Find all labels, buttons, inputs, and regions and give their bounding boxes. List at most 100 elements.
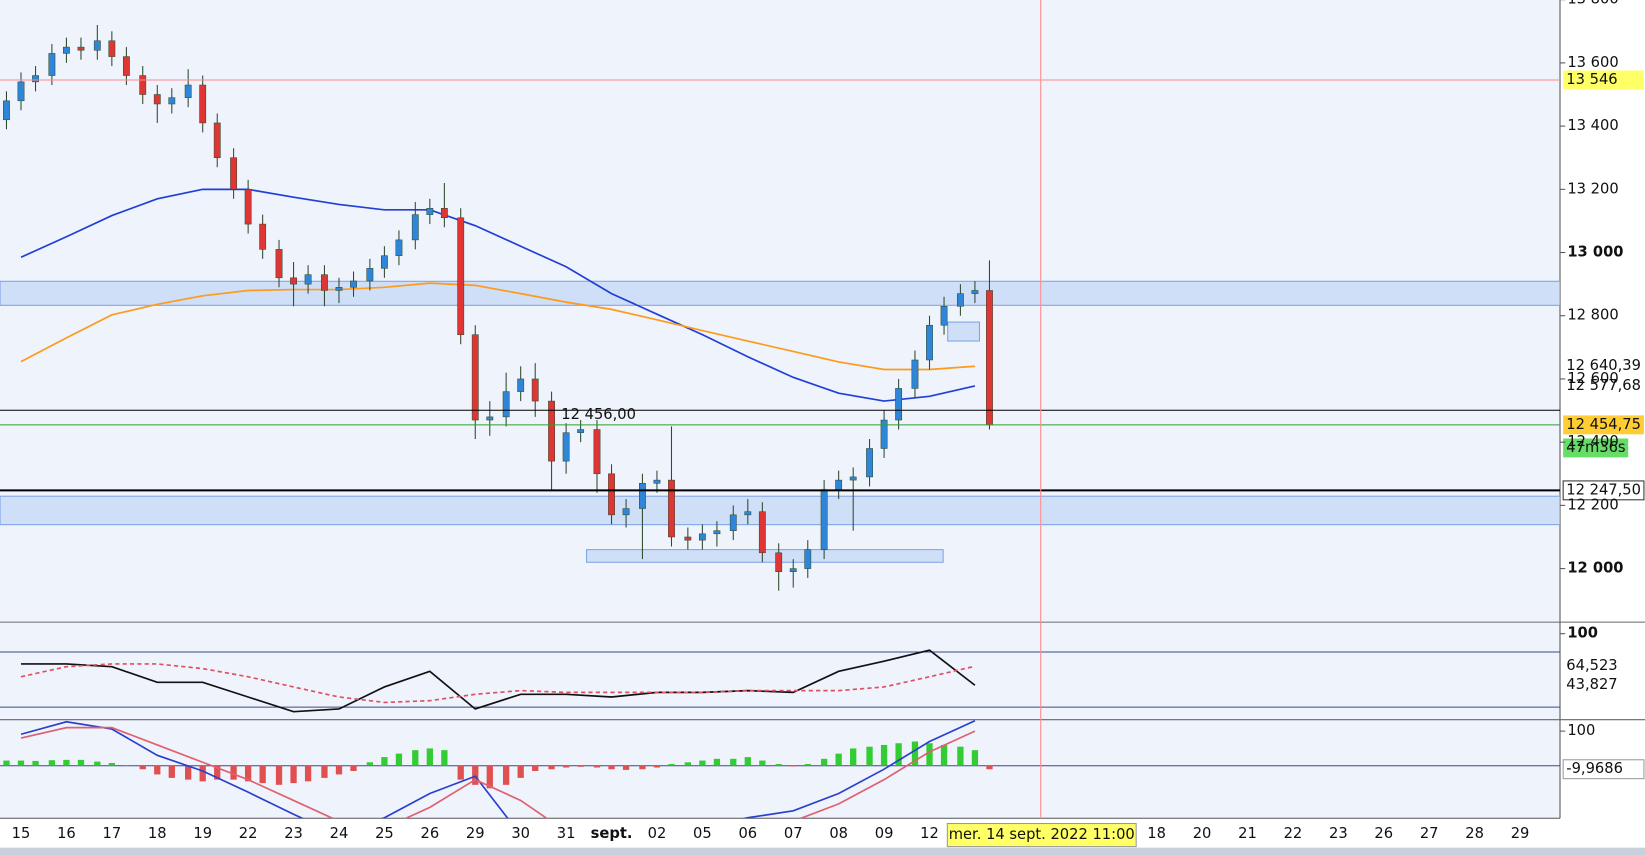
x-tick-label: 23 [284, 825, 303, 842]
candle-body [230, 157, 238, 190]
x-tick-label: 28 [1465, 825, 1484, 842]
candle-body [290, 277, 297, 285]
candle-body [698, 533, 706, 541]
x-tick-label: 09 [875, 825, 894, 842]
x-tick-label: 06 [738, 825, 757, 842]
histogram-bar [593, 765, 601, 768]
candle-body [880, 419, 888, 449]
histogram-bar [139, 765, 146, 770]
price-label-bg [1562, 759, 1645, 780]
overlay-value-label: 12 640,39 [1566, 357, 1641, 374]
candle-body [457, 217, 465, 335]
level-annotation: 12 456,00 [561, 406, 636, 423]
zone [0, 280, 1561, 306]
status-bar [0, 847, 1645, 855]
y-tick-label: 12 000 [1567, 560, 1623, 577]
histogram-bar [381, 757, 388, 766]
histogram-bar [77, 759, 85, 766]
candle-body [366, 268, 374, 282]
candle-body [321, 274, 328, 291]
candle-body [426, 208, 434, 215]
candle-body [502, 391, 510, 418]
overlay-value-label: 12 577,68 [1566, 377, 1641, 394]
histogram-bar [275, 765, 283, 785]
indicator-line [20, 188, 976, 402]
candle-body [668, 479, 675, 538]
histogram-bar [154, 765, 161, 775]
candle-body [411, 214, 419, 241]
histogram-bar [790, 765, 797, 767]
price-label: 12 247,50 [1566, 481, 1641, 498]
y-tick-label: 13 800 [1567, 0, 1618, 8]
candle-body [911, 359, 919, 389]
candle-body [593, 429, 601, 475]
candle-body [653, 479, 661, 484]
candle-body [804, 549, 812, 569]
x-tick-label: 18 [1147, 825, 1166, 842]
histogram-bar [804, 764, 811, 766]
y-tick-label: 13 400 [1567, 117, 1618, 134]
candle-body [744, 511, 752, 516]
candle-body [713, 530, 721, 535]
x-tick-label: 29 [466, 825, 485, 842]
histogram-bar [185, 765, 192, 780]
y-tick-label: 100 [1567, 625, 1598, 642]
candle-body [275, 249, 283, 279]
candle-body [108, 40, 116, 57]
histogram-bar [321, 765, 328, 778]
price-label-bg [1563, 656, 1644, 676]
histogram-bar [32, 760, 39, 766]
y-tick-label: 12 200 [1567, 496, 1618, 513]
price-label: 12 454,75 [1566, 416, 1641, 433]
pane-layer [0, 649, 1561, 713]
histogram-bar [532, 765, 539, 771]
histogram-bar [123, 765, 130, 766]
histogram-bar [880, 744, 888, 766]
candle-body [835, 479, 843, 490]
histogram-bar [168, 765, 175, 778]
histogram-bar [63, 759, 70, 766]
candle-body [895, 388, 903, 421]
candle-body [93, 40, 101, 51]
candle-body [729, 514, 737, 531]
x-tick-label: 26 [1374, 825, 1393, 842]
histogram-bar [911, 741, 919, 766]
candle-body [380, 255, 388, 269]
candle-body [350, 280, 357, 288]
price-label-bg [1563, 675, 1644, 695]
histogram-bar [744, 757, 751, 766]
histogram-bar [335, 765, 343, 775]
candle-body [122, 56, 130, 76]
y-tick-label: 13 200 [1567, 180, 1618, 197]
indicator-line [20, 719, 976, 819]
y-tick-label: 13 000 [1567, 244, 1623, 261]
histogram-bar [622, 765, 630, 770]
histogram-bar [472, 765, 479, 785]
histogram-bar [244, 765, 252, 782]
candle-body [199, 84, 207, 124]
x-tick-label: 27 [1420, 825, 1439, 842]
candle-body [926, 324, 933, 361]
candle-body [639, 482, 646, 509]
indicator-line [21, 649, 976, 713]
histogram-bar [108, 762, 116, 766]
y-tick-label: 12 600 [1567, 370, 1618, 387]
price-label-bg [1562, 480, 1645, 501]
candle-body [820, 489, 828, 550]
candle-body [622, 508, 630, 516]
price-label-bg [1563, 415, 1644, 435]
x-tick-label: 05 [693, 825, 712, 842]
candle-body [77, 46, 85, 51]
stoch-pane [0, 622, 1561, 720]
x-tick-label: 17 [103, 825, 122, 842]
histogram-bar [548, 765, 555, 770]
candle-body [775, 552, 783, 573]
x-tick-label: 31 [557, 825, 576, 842]
y-tick-label: 12 800 [1567, 307, 1618, 324]
histogram-bar [608, 765, 615, 770]
histogram-bar [48, 760, 56, 766]
histogram-bar [730, 758, 737, 766]
candle-body [335, 287, 343, 291]
